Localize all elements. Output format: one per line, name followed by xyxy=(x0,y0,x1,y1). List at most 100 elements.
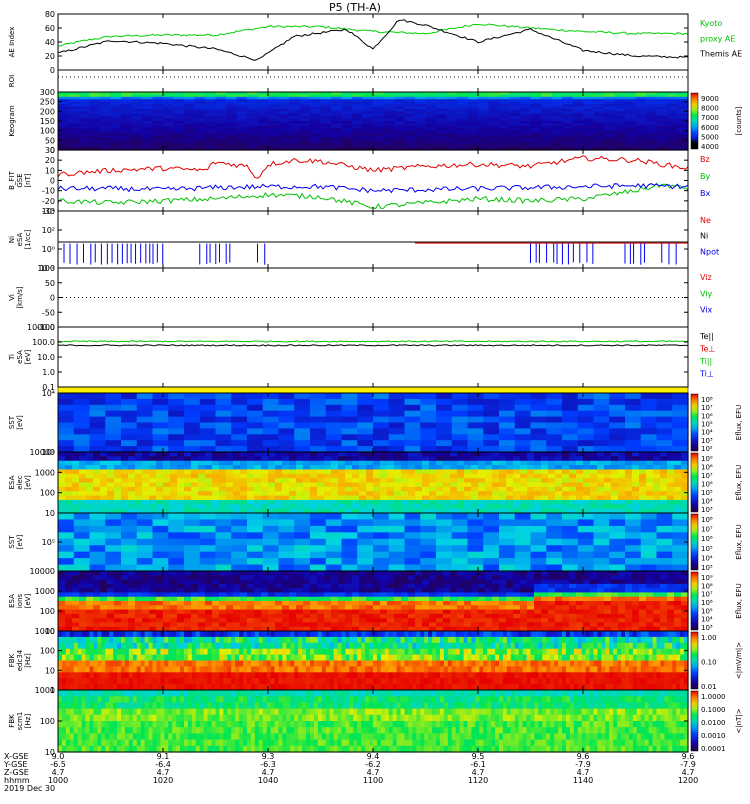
cell-esa1 xyxy=(114,478,122,483)
cell-esa2 xyxy=(247,588,255,593)
cell-esa1 xyxy=(492,500,500,505)
cell-esa1 xyxy=(646,456,654,461)
cell-esa2 xyxy=(359,618,367,623)
cell-sst2 xyxy=(294,545,310,552)
cell-esa1 xyxy=(436,496,444,501)
cell-esa2 xyxy=(597,597,605,602)
cell-esa2 xyxy=(135,622,143,627)
cell-esa2 xyxy=(520,622,528,627)
cell-esa2 xyxy=(492,588,500,593)
cell-esa1 xyxy=(275,491,283,496)
cell-esa2 xyxy=(289,618,297,623)
cell-sst2 xyxy=(546,539,562,546)
cell-sst2 xyxy=(153,558,169,565)
cell-esa2 xyxy=(86,622,94,627)
cell-esa1 xyxy=(219,487,227,492)
cell-esa2 xyxy=(590,580,598,585)
cell-esa2 xyxy=(226,592,234,597)
cell-esa1 xyxy=(170,452,178,457)
cell-esa1 xyxy=(548,504,556,509)
cell-esa2 xyxy=(331,588,339,593)
cell-esa1 xyxy=(569,456,577,461)
cell-sst2 xyxy=(562,539,578,546)
cell-sst2 xyxy=(641,513,657,520)
cell-esa1 xyxy=(303,456,311,461)
cell-esa2 xyxy=(520,588,528,593)
cell-esa1 xyxy=(485,474,493,479)
cell-esa1 xyxy=(590,496,598,501)
cell-esa1 xyxy=(121,504,129,509)
cell-esa1 xyxy=(247,496,255,501)
cell-esa2 xyxy=(611,584,619,589)
cell-sst2 xyxy=(641,519,657,526)
cell-esa2 xyxy=(352,597,360,602)
cell-esa1 xyxy=(254,452,262,457)
cell-esa1 xyxy=(660,496,668,501)
cell-sst1 xyxy=(657,417,673,424)
cell-esa2 xyxy=(499,622,507,627)
cell-esa1 xyxy=(212,465,220,470)
cell-esa2 xyxy=(674,592,682,597)
cell-esa2 xyxy=(429,622,437,627)
cell-esa1 xyxy=(569,496,577,501)
cell-esa1 xyxy=(499,500,507,505)
cell-esa1 xyxy=(177,474,185,479)
cell-sst2 xyxy=(58,513,74,520)
cell-sst1 xyxy=(216,393,232,400)
cell-fbk1 xyxy=(101,666,106,673)
cell-esa1 xyxy=(415,500,423,505)
cell-sst2 xyxy=(263,539,279,546)
cell-esa2 xyxy=(282,605,290,610)
cell-esa1 xyxy=(121,469,129,474)
cell-esa1 xyxy=(590,483,598,488)
cell-sst2 xyxy=(58,532,74,539)
cell-esa1 xyxy=(86,474,94,479)
cell-esa2 xyxy=(415,584,423,589)
cell-sst2 xyxy=(168,526,184,533)
cell-esa1 xyxy=(359,500,367,505)
cell-sst1 xyxy=(200,428,216,435)
cell-esa1 xyxy=(506,469,514,474)
cell-esa2 xyxy=(394,605,402,610)
cell-esa1 xyxy=(520,474,528,479)
cell-esa2 xyxy=(142,618,150,623)
cell-esa2 xyxy=(107,601,115,606)
cell-esa2 xyxy=(534,584,542,589)
cell-sst1 xyxy=(373,411,389,418)
cell-esa2 xyxy=(331,580,339,585)
cell-esa1 xyxy=(205,496,213,501)
cell-esa1 xyxy=(604,469,612,474)
cell-esa2 xyxy=(142,592,150,597)
cell-esa1 xyxy=(317,478,325,483)
cell-esa2 xyxy=(247,571,255,576)
cell-esa2 xyxy=(247,584,255,589)
cell-esa1 xyxy=(72,474,80,479)
cell-sst1 xyxy=(153,411,169,418)
cell-esa2 xyxy=(93,571,101,576)
cell-esa2 xyxy=(303,571,311,576)
cell-fbk1 xyxy=(70,666,75,673)
cell-esa1 xyxy=(121,496,129,501)
cell-fbk1 xyxy=(66,678,71,685)
cell-esa2 xyxy=(191,618,199,623)
cell-esa2 xyxy=(121,584,129,589)
cell-esa2 xyxy=(653,588,661,593)
series-ti-ti xyxy=(58,341,688,342)
cell-esa1 xyxy=(177,504,185,509)
cell-esa1 xyxy=(303,461,311,466)
cell-esa1 xyxy=(254,461,262,466)
cell-esa2 xyxy=(58,597,66,602)
cell-esa1 xyxy=(464,504,472,509)
cell-esa2 xyxy=(527,601,535,606)
cell-esa1 xyxy=(317,496,325,501)
cell-esa1 xyxy=(625,500,633,505)
cell-esa1 xyxy=(590,456,598,461)
cell-sst1 xyxy=(74,399,90,406)
cell-sst1 xyxy=(452,440,468,447)
cell-esa1 xyxy=(401,504,409,509)
cell-esa2 xyxy=(282,601,290,606)
cell-fbk1 xyxy=(117,661,122,668)
cell-esa2 xyxy=(562,571,570,576)
cell-esa1 xyxy=(254,487,262,492)
cell-sst1 xyxy=(468,417,484,424)
